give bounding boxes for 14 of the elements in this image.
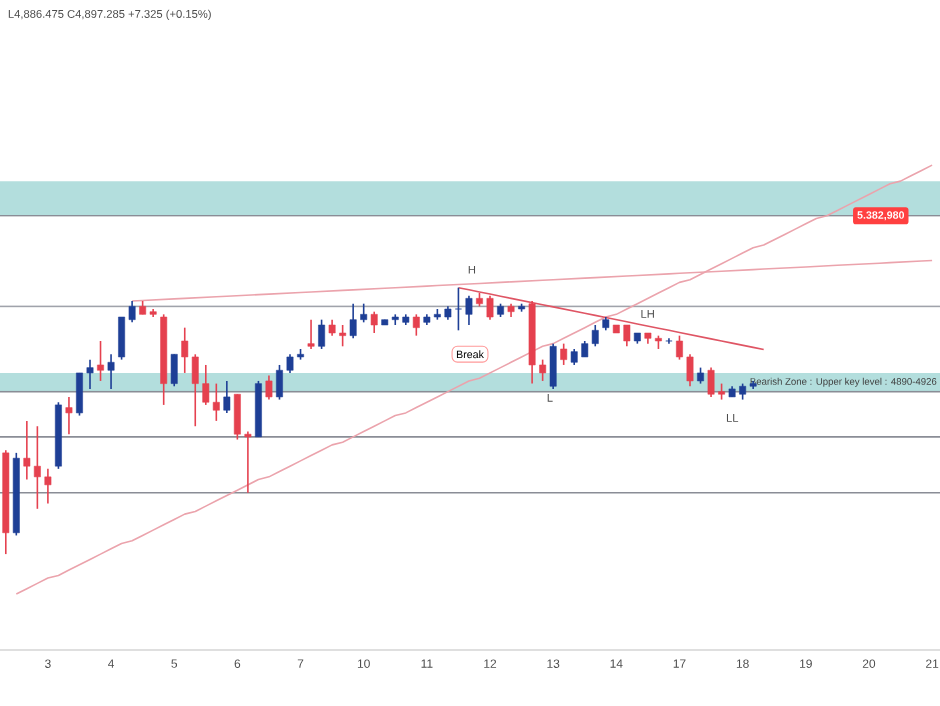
candlestick [307,318,315,350]
candlestick [97,340,104,382]
candlestick [107,353,115,390]
candlestick [665,337,673,345]
candlestick [318,318,326,350]
candlestick [265,374,273,401]
candlestick [255,380,262,438]
candlestick [560,342,568,366]
candlestick [507,302,515,318]
candlestick [602,316,610,332]
candlestick [370,310,378,334]
candlestick [65,396,73,436]
candlestick [412,313,420,337]
candlestick [223,380,231,414]
